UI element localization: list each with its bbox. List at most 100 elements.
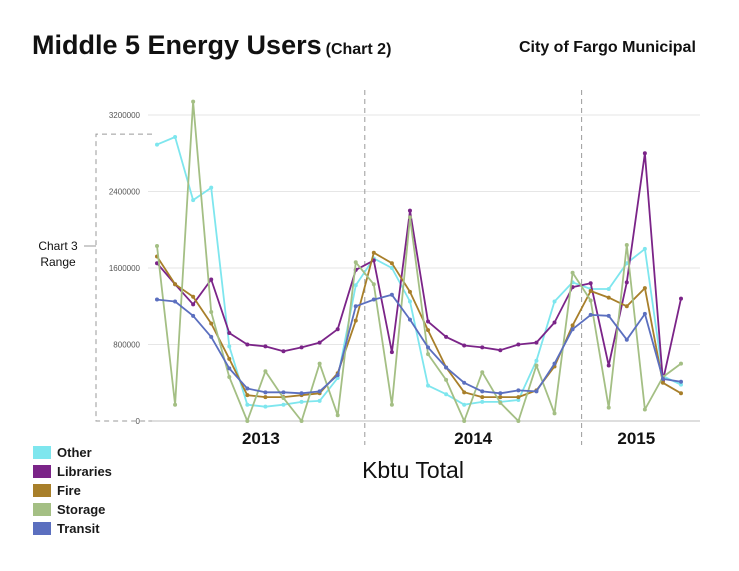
data-point-fire xyxy=(570,323,575,328)
data-point-storage xyxy=(534,363,539,368)
data-point-transit xyxy=(679,379,683,384)
data-point-transit xyxy=(642,311,647,316)
data-point-transit xyxy=(335,373,340,378)
data-point-other xyxy=(606,287,611,292)
data-point-transit xyxy=(173,299,178,304)
data-point-storage xyxy=(498,400,503,405)
data-point-transit xyxy=(624,337,629,342)
data-point-other xyxy=(245,402,250,407)
data-point-transit xyxy=(191,313,196,318)
data-point-libraries xyxy=(642,151,647,156)
legend: Other Libraries Fire Storage Transit xyxy=(33,443,112,538)
data-point-other xyxy=(516,397,521,402)
data-point-other xyxy=(299,399,304,404)
legend-item-libraries: Libraries xyxy=(33,462,112,481)
data-point-other xyxy=(155,142,159,147)
data-point-storage xyxy=(227,375,232,380)
data-point-transit xyxy=(660,376,665,381)
series-line-storage xyxy=(156,100,682,422)
data-point-fire xyxy=(679,391,683,396)
x-axis-title: Kbtu Total xyxy=(362,457,464,483)
data-point-other xyxy=(407,299,412,304)
data-point-storage xyxy=(642,407,647,412)
data-point-libraries xyxy=(606,363,611,368)
legend-label: Storage xyxy=(57,502,106,517)
legend-item-other: Other xyxy=(33,443,112,462)
legend-item-transit: Transit xyxy=(33,519,112,538)
data-point-other xyxy=(281,402,286,407)
legend-label: Libraries xyxy=(57,464,112,479)
legend-swatch xyxy=(33,446,51,459)
data-point-transit xyxy=(317,389,322,394)
series-line-other xyxy=(156,136,682,408)
data-point-other xyxy=(353,283,358,288)
data-point-storage xyxy=(317,361,322,366)
chart-title-main: Middle 5 Energy Users xyxy=(32,30,322,60)
legend-label: Transit xyxy=(57,521,100,536)
year-label: 2013 xyxy=(242,429,280,448)
data-point-libraries xyxy=(407,208,412,213)
data-point-storage xyxy=(371,282,376,287)
data-point-libraries xyxy=(263,344,268,349)
data-point-transit xyxy=(155,297,159,302)
data-point-other xyxy=(480,399,485,404)
data-point-storage xyxy=(462,419,467,423)
data-point-other xyxy=(426,383,431,388)
data-point-other xyxy=(263,404,268,409)
data-point-storage xyxy=(679,361,683,366)
range-annotation-line1: Chart 3 xyxy=(38,239,78,253)
data-point-storage xyxy=(407,215,412,220)
data-point-transit xyxy=(516,388,521,393)
data-point-other xyxy=(173,134,178,139)
data-point-storage xyxy=(155,244,159,249)
data-point-other xyxy=(227,344,232,349)
legend-item-fire: Fire xyxy=(33,481,112,500)
year-label: 2014 xyxy=(454,429,492,448)
data-point-storage xyxy=(281,396,286,401)
data-point-storage xyxy=(299,419,304,423)
data-point-storage xyxy=(624,243,629,248)
data-point-transit xyxy=(462,380,467,385)
data-point-libraries xyxy=(462,343,467,348)
data-point-storage xyxy=(480,370,485,375)
data-point-fire xyxy=(173,282,178,287)
data-point-transit xyxy=(263,390,268,395)
data-point-fire xyxy=(353,318,358,323)
data-point-storage xyxy=(426,352,431,357)
data-point-libraries xyxy=(191,302,196,307)
legend-item-storage: Storage xyxy=(33,500,112,519)
data-point-other xyxy=(209,185,214,190)
data-point-libraries xyxy=(444,334,449,339)
data-point-other xyxy=(444,392,449,397)
data-point-transit xyxy=(407,317,412,322)
organization-label: City of Fargo Municipal xyxy=(519,39,696,56)
data-point-fire xyxy=(389,261,394,266)
data-point-transit xyxy=(245,386,250,391)
data-point-other xyxy=(191,198,196,203)
data-point-libraries xyxy=(480,345,485,350)
data-point-transit xyxy=(426,345,431,350)
series-line-transit xyxy=(156,293,682,395)
data-point-transit xyxy=(209,334,214,339)
data-point-libraries xyxy=(281,349,286,354)
data-point-transit xyxy=(498,391,503,396)
data-point-transit xyxy=(281,390,286,395)
data-point-fire xyxy=(498,395,503,400)
data-point-fire xyxy=(263,395,268,400)
data-point-transit xyxy=(444,365,449,370)
data-point-fire xyxy=(227,356,232,361)
data-point-transit xyxy=(570,327,575,332)
data-point-fire xyxy=(642,286,647,291)
legend-swatch xyxy=(33,522,51,535)
data-point-libraries xyxy=(426,319,431,324)
data-point-transit xyxy=(552,361,557,366)
data-point-transit xyxy=(227,366,232,371)
data-point-libraries xyxy=(552,320,557,325)
data-point-storage xyxy=(209,309,214,314)
data-point-fire xyxy=(407,289,412,294)
legend-swatch xyxy=(33,503,51,516)
data-point-fire xyxy=(426,328,431,333)
data-point-storage xyxy=(606,405,611,410)
